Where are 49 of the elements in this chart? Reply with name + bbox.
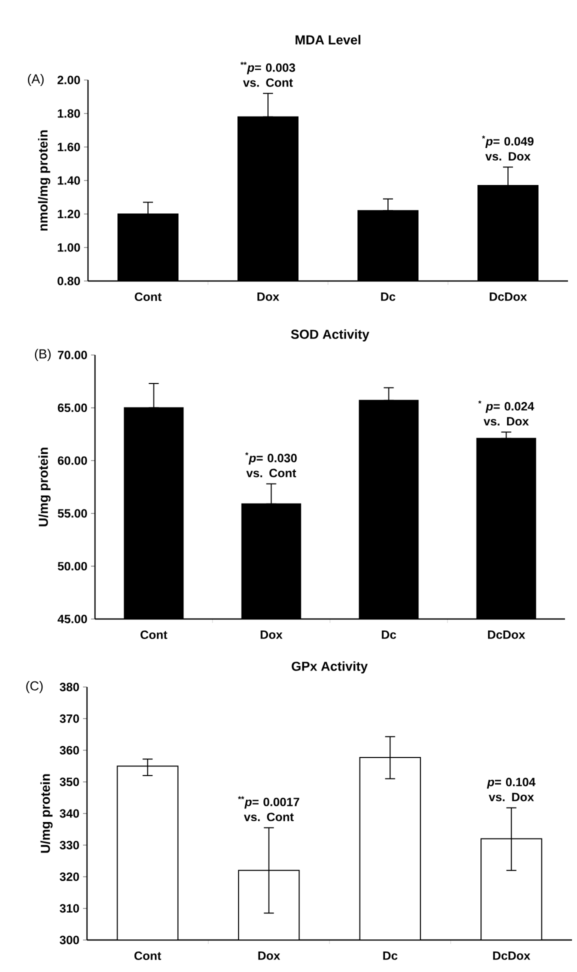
annotation: $^{*}$p= 0.030 vs. Cont	[245, 452, 297, 478]
x-tick-label: Dc	[382, 630, 396, 639]
annotation: p= 0.104 vs. Dox	[486, 778, 536, 802]
y-tick-label: 310	[60, 904, 79, 913]
y-tick-label: 65.00	[58, 404, 87, 412]
y-tick-label: 45.00	[58, 614, 87, 624]
y-axis-title: U/mg protein	[38, 448, 51, 526]
text: (A)	[28, 74, 44, 86]
x-tick-label: Dc	[383, 952, 398, 960]
y-tick-label: 350	[60, 778, 79, 786]
y-tick-label: 1.40	[58, 176, 80, 185]
x-tick-label: Dox	[260, 630, 282, 639]
chart-title: SOD Activity	[291, 329, 370, 342]
x-tick-label: Dox	[258, 952, 280, 960]
annotation: $^{**}$p= 0.0017 vs. Cont	[238, 796, 300, 822]
y-tick-label: 1.80	[58, 109, 80, 118]
x-tick-label: Dox	[257, 292, 280, 301]
y-tick-label: 1.00	[58, 243, 80, 252]
annotation: $^{*}$ p= 0.024 vs. Dox	[478, 400, 534, 426]
y-tick-label: 330	[60, 840, 79, 850]
y-axis-title: nmol/mg protein	[38, 130, 50, 231]
y-tick-label: 70.00	[58, 350, 87, 360]
y-tick-label: 60.00	[58, 456, 87, 465]
chart-title: GPx Activity	[292, 661, 368, 674]
y-tick-label: 370	[60, 714, 79, 723]
x-tick-label: DcDox	[490, 292, 527, 301]
y-axis-title: U/mg protein	[40, 774, 53, 853]
y-tick-label: 320	[60, 872, 79, 882]
y-tick-label: 0.80	[58, 276, 80, 286]
y-tick-label: 55.00	[58, 509, 87, 518]
annotation: $^{**}$p= 0.003 vs. Cont	[240, 62, 296, 87]
x-tick-label: Cont	[134, 952, 162, 960]
x-tick-label: Cont	[140, 630, 168, 640]
text: (C)	[26, 680, 43, 694]
y-tick-label: 360	[60, 746, 79, 755]
y-tick-label: 2.00	[58, 76, 80, 84]
x-tick-label: DcDox	[493, 952, 530, 960]
annotation: $^{*}$p= 0.049 vs. Dox	[482, 136, 534, 161]
y-tick-label: 340	[60, 809, 79, 818]
y-tick-label: 1.60	[58, 142, 80, 152]
x-tick-label: Dc	[381, 292, 396, 301]
y-tick-label: 50.00	[58, 562, 87, 570]
chart-title: MDA Level	[296, 34, 360, 44]
x-tick-label: DcDox	[488, 630, 526, 639]
y-tick-label: 1.20	[58, 210, 80, 218]
x-tick-label: Cont	[134, 292, 162, 302]
text: (B)	[34, 348, 51, 362]
y-tick-label: 300	[60, 936, 79, 944]
y-tick-label: 380	[60, 682, 79, 692]
